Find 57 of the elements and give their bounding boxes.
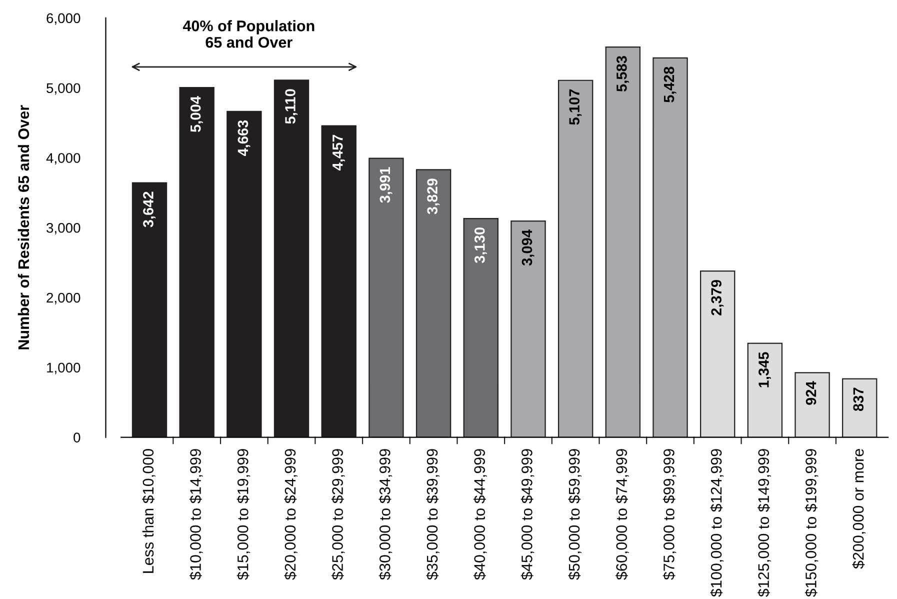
- y-tick-label: 2,000: [46, 292, 80, 304]
- bar: [747, 342, 783, 438]
- data-label: 924: [806, 381, 816, 405]
- x-tick-label: $75,000 to $99,999: [662, 449, 676, 580]
- bar: [132, 182, 168, 438]
- data-label: 837: [853, 388, 864, 412]
- x-tick-label: $25,000 to $29,999: [332, 449, 345, 580]
- bar: [179, 87, 214, 438]
- bar: [605, 46, 641, 438]
- y-axis-title: Number of Residents 65 and Over: [18, 105, 30, 350]
- data-label: 1,345: [758, 352, 771, 388]
- y-tick-label: 4,000: [46, 153, 80, 165]
- bar: [510, 220, 546, 438]
- data-label: 5,583: [616, 56, 629, 92]
- bar: [463, 218, 498, 438]
- y-tick-label: 5,000: [46, 83, 80, 95]
- bar: [842, 378, 878, 438]
- data-label: 4,663: [238, 120, 250, 156]
- data-label: 5,428: [664, 66, 676, 102]
- data-label: 3,991: [380, 167, 392, 203]
- x-tick-label: Less than $10,000: [142, 448, 156, 573]
- bar: [274, 80, 310, 438]
- x-tick-label: $20,000 to $24,999: [284, 449, 298, 580]
- y-tick-label: 0: [74, 432, 80, 442]
- x-tick-label: $15,000 to $19,999: [236, 449, 250, 580]
- x-tick-label: $10,000 to $14,999: [189, 449, 203, 580]
- data-label: 3,130: [474, 228, 487, 264]
- data-label: 4,457: [332, 134, 345, 170]
- data-label: 3,642: [143, 192, 156, 228]
- x-tick-label: $35,000 to $39,999: [426, 449, 440, 580]
- annotation: 40% of Population 65 and Over: [182, 20, 314, 48]
- bar: [558, 80, 594, 438]
- bar: [321, 125, 356, 438]
- data-label: 5,107: [569, 89, 582, 125]
- x-tick-label: $50,000 to $59,999: [568, 449, 582, 580]
- y-tick-label: 6,000: [46, 13, 80, 25]
- bar: [794, 372, 830, 438]
- x-tick-label: $125,000 to $149,999: [758, 449, 771, 597]
- x-tick-label: $40,000 to $44,999: [474, 449, 487, 580]
- x-tick-label: $100,000 to $124,999: [710, 449, 724, 597]
- y-tick-label: 3,000: [46, 222, 80, 234]
- data-label: 5,004: [190, 96, 203, 132]
- x-tick-label: $200,000 or more: [852, 449, 866, 569]
- bar: [368, 158, 404, 438]
- data-label: 2,379: [711, 280, 724, 316]
- bar: [226, 110, 262, 438]
- bar: [700, 270, 736, 438]
- x-tick-label: $45,000 to $49,999: [520, 449, 534, 580]
- data-label: 5,110: [285, 89, 298, 124]
- bar: [416, 169, 452, 438]
- data-label: 3,829: [427, 178, 440, 214]
- bar: [652, 57, 688, 438]
- y-tick-label: 1,000: [47, 362, 80, 374]
- x-tick-label: $60,000 to $74,999: [616, 449, 629, 580]
- x-tick-label: $150,000 to $199,999: [804, 449, 818, 597]
- data-label: 3,094: [522, 230, 534, 266]
- x-tick-label: $30,000 to $34,999: [378, 449, 392, 580]
